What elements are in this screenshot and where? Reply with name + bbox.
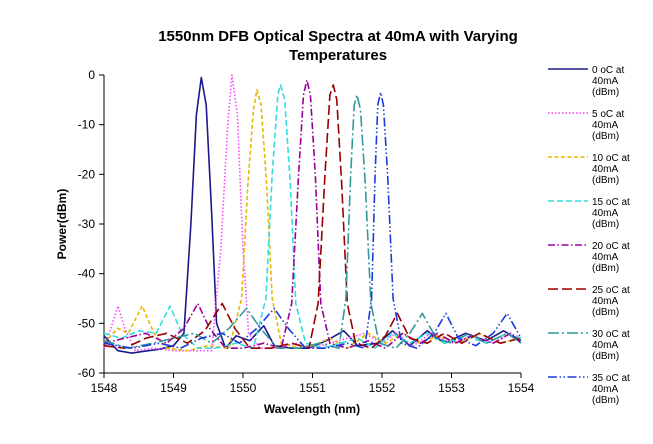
legend-label-3: 40mA <box>592 208 618 219</box>
x-tick-label: 1548 <box>91 381 118 395</box>
series-line-5 <box>103 84 522 350</box>
y-tick-label: -10 <box>78 118 96 132</box>
x-axis-label: Wavelength (nm) <box>264 402 360 416</box>
series-line-4 <box>103 79 522 350</box>
legend-label-6: 30 oC at <box>592 329 630 340</box>
series-line-1 <box>103 74 522 352</box>
series-lines <box>103 74 522 354</box>
legend-label-5: 25 oC at <box>592 285 630 296</box>
legend-label-3: (dBm) <box>592 219 619 230</box>
x-tick-label: 1551 <box>299 381 326 395</box>
legend-label-4: (dBm) <box>592 263 619 274</box>
y-tick-label: -60 <box>78 366 96 380</box>
x-tick-label: 1552 <box>369 381 396 395</box>
y-axis-label: Power(dBm) <box>55 189 69 260</box>
legend-label-1: 40mA <box>592 120 618 131</box>
x-tick-label: 1550 <box>230 381 257 395</box>
chart-title: 1550nm DFB Optical Spectra at 40mA with … <box>158 28 518 64</box>
legend-label-5: 40mA <box>592 296 618 307</box>
legend-label-4: 20 oC at <box>592 241 630 252</box>
legend-label-2: 10 oC at <box>592 153 630 164</box>
legend-label-6: 40mA <box>592 340 618 351</box>
legend-label-4: 40mA <box>592 252 618 263</box>
x-tick-label: 1549 <box>160 381 187 395</box>
legend-label-1: 5 oC at <box>592 109 624 120</box>
axis-ticks: 1548 1549 1550 1551 1552 1553 1554 0 -10 -20 -30 -4… <box>78 68 535 395</box>
series-line-7 <box>103 91 522 350</box>
series-line-3 <box>103 84 522 350</box>
legend-label-0: 40mA <box>592 76 618 87</box>
legend-label-6: (dBm) <box>592 351 619 362</box>
legend-label-5: (dBm) <box>592 307 619 318</box>
y-tick-label: 0 <box>88 68 95 82</box>
y-tick-label: -40 <box>78 267 96 281</box>
legend-label-7: 35 oC at <box>592 373 630 384</box>
chart-title-line-1: 1550nm DFB Optical Spectra at 40mA with … <box>158 28 518 45</box>
y-tick-label: -50 <box>78 316 96 330</box>
legend-label-2: (dBm) <box>592 175 619 186</box>
plot-area: 1548 1549 1550 1551 1552 1553 1554 0 -10 -20 -30 -4… <box>78 68 535 395</box>
legend-label-1: (dBm) <box>592 131 619 142</box>
y-tick-label: -30 <box>78 217 96 231</box>
legend-label-7: (dBm) <box>592 395 619 406</box>
x-tick-label: 1554 <box>508 381 535 395</box>
series-line-6 <box>103 94 522 350</box>
chart-title-line-2: Temperatures <box>289 47 387 64</box>
x-tick-label: 1553 <box>438 381 465 395</box>
legend-label-3: 15 oC at <box>592 197 630 208</box>
legend-label-7: 40mA <box>592 384 618 395</box>
legend-label-0: 0 oC at <box>592 65 624 76</box>
y-tick-label: -20 <box>78 167 96 181</box>
legend-label-2: 40mA <box>592 164 618 175</box>
legend-label-0: (dBm) <box>592 87 619 98</box>
